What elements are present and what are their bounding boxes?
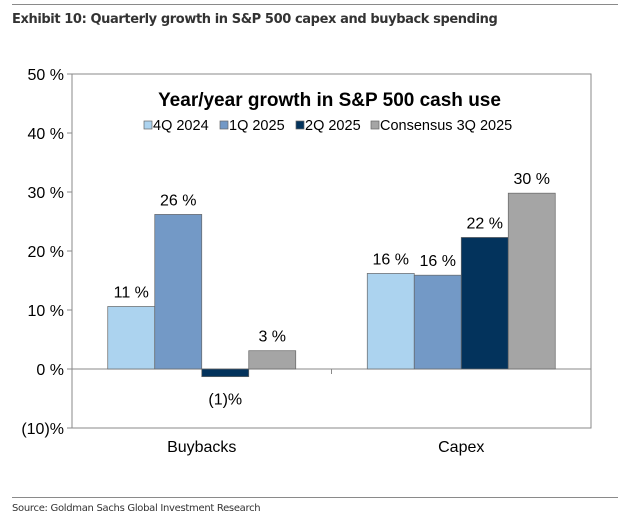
legend-label: 1Q 2025	[229, 118, 285, 134]
bar	[201, 368, 250, 378]
x-category-label: Buybacks	[167, 439, 236, 456]
y-tick-label: 20 %	[28, 244, 64, 261]
data-label: 30 %	[514, 171, 550, 188]
chart-title: Year/year growth in S&P 500 cash use	[158, 90, 501, 111]
y-tick-label: (10)%	[21, 421, 64, 438]
bottom-rule	[12, 497, 618, 498]
data-label: 26 %	[160, 192, 196, 209]
legend-swatch	[370, 120, 380, 130]
y-tick-label: 40 %	[28, 126, 64, 143]
bar	[248, 350, 297, 370]
legend-swatch	[143, 120, 153, 130]
bar	[366, 273, 415, 370]
y-tick-label: 50 %	[28, 67, 64, 84]
legend-label: 2Q 2025	[305, 118, 361, 134]
data-label: (1)%	[208, 392, 242, 409]
x-category-label: Capex	[438, 439, 484, 456]
y-tick-label: 30 %	[28, 185, 64, 202]
bar	[460, 237, 509, 370]
y-tick-label: 0 %	[36, 362, 64, 379]
top-rule	[12, 4, 618, 5]
bar	[107, 306, 156, 370]
source-note: Source: Goldman Sachs Global Investment …	[12, 503, 261, 514]
data-label: 16 %	[420, 253, 456, 270]
legend-swatch	[295, 120, 305, 130]
bar	[413, 274, 462, 370]
data-label: 22 %	[467, 215, 503, 232]
data-label: 3 %	[258, 329, 286, 346]
bar	[154, 214, 203, 370]
data-label: 11 %	[114, 284, 149, 301]
legend-label: 4Q 2024	[153, 118, 209, 134]
y-tick-label: 10 %	[28, 303, 64, 320]
bar	[507, 192, 556, 370]
data-label: 16 %	[373, 251, 409, 268]
legend-label: Consensus 3Q 2025	[380, 118, 512, 134]
exhibit-title: Exhibit 10: Quarterly growth in S&P 500 …	[12, 12, 498, 27]
legend-swatch	[219, 120, 229, 130]
